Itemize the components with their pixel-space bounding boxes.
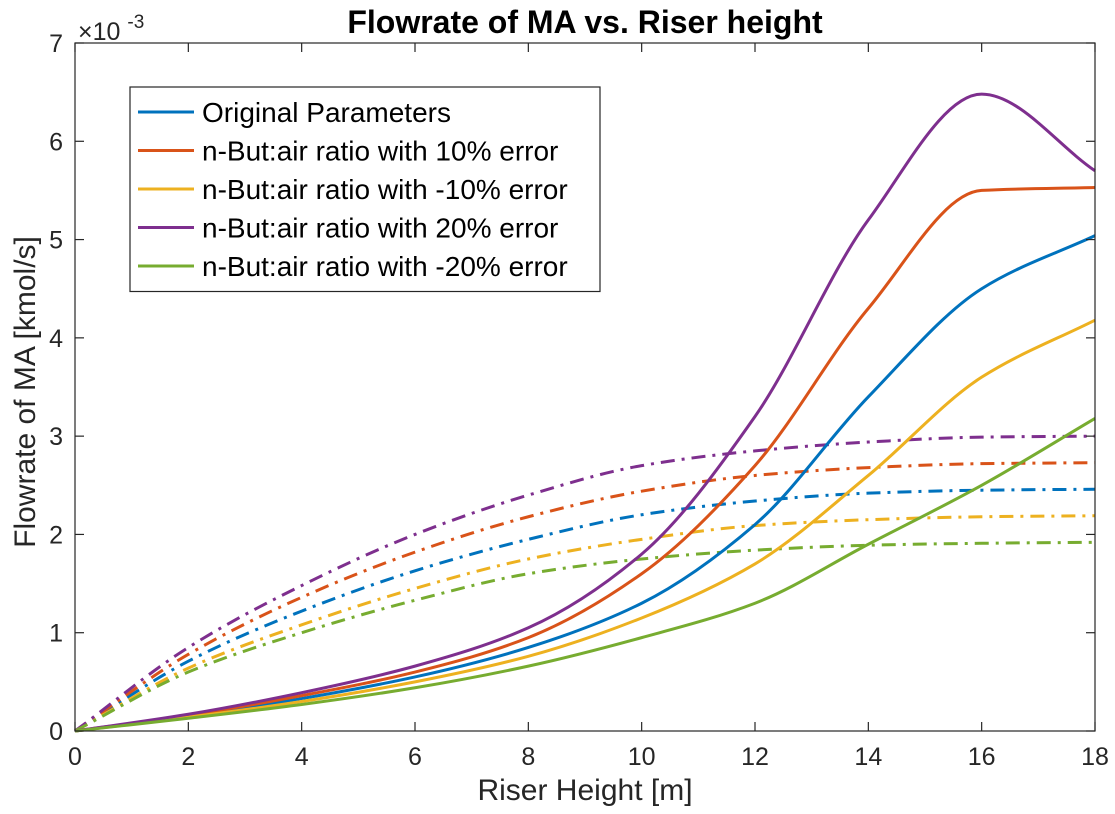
legend-entry-label: n-But:air ratio with 10% error [202,136,558,167]
series-line-2 [74,318,1096,733]
y-tick-label: 7 [49,30,63,58]
x-tick-label: 14 [854,743,882,771]
legend-entry-label: n-But:air ratio with 20% error [202,213,558,244]
y-axis-title: Flowrate of MA [kmol/s] [9,236,42,548]
series-line-3 [74,92,1096,733]
y-tick-label: 6 [49,128,63,156]
x-tick-label: 6 [408,743,422,771]
series-line-4 [74,417,1096,733]
y-axis-exponent-power: -3 [127,12,144,33]
x-tick-label: 16 [968,743,996,771]
dashdot-series-line-8 [74,434,1096,733]
x-tick-label: 2 [181,743,195,771]
y-tick-label: 0 [49,718,63,746]
dashdot-series-line-6 [74,461,1096,733]
y-tick-label: 4 [49,325,63,353]
dashdot-series-line-7 [74,514,1096,733]
y-tick-label: 1 [49,620,63,648]
x-tick-label: 8 [521,743,535,771]
x-tick-label: 10 [628,743,656,771]
legend-entry-label: n-But:air ratio with -20% error [202,251,568,282]
y-axis-exponent-base: ×10 [78,18,120,46]
y-tick-label: 5 [49,227,63,255]
chart-title: Flowrate of MA vs. Riser height [347,4,823,40]
y-axis-exponent: ×10 -3 [78,12,144,46]
x-tick-label: 12 [741,743,769,771]
y-tick-label: 2 [49,521,63,549]
x-axis-title: Riser Height [m] [477,774,692,807]
x-tick-label: 4 [295,743,309,771]
x-tick-label: 0 [68,743,82,771]
legend-entry-label: Original Parameters [202,97,451,128]
series-line-1 [74,185,1096,733]
legend-box [129,86,601,293]
x-tick-label: 18 [1081,743,1109,771]
legend-entry-label: n-But:air ratio with -10% error [202,174,568,205]
dashdot-series-line-9 [74,540,1096,733]
legend: Original Parameters n-But:air ratio with … [129,86,601,293]
y-tick-label: 3 [49,423,63,451]
plot-area [74,92,1096,733]
series-line-0 [74,234,1096,733]
axes-box [74,42,1096,732]
